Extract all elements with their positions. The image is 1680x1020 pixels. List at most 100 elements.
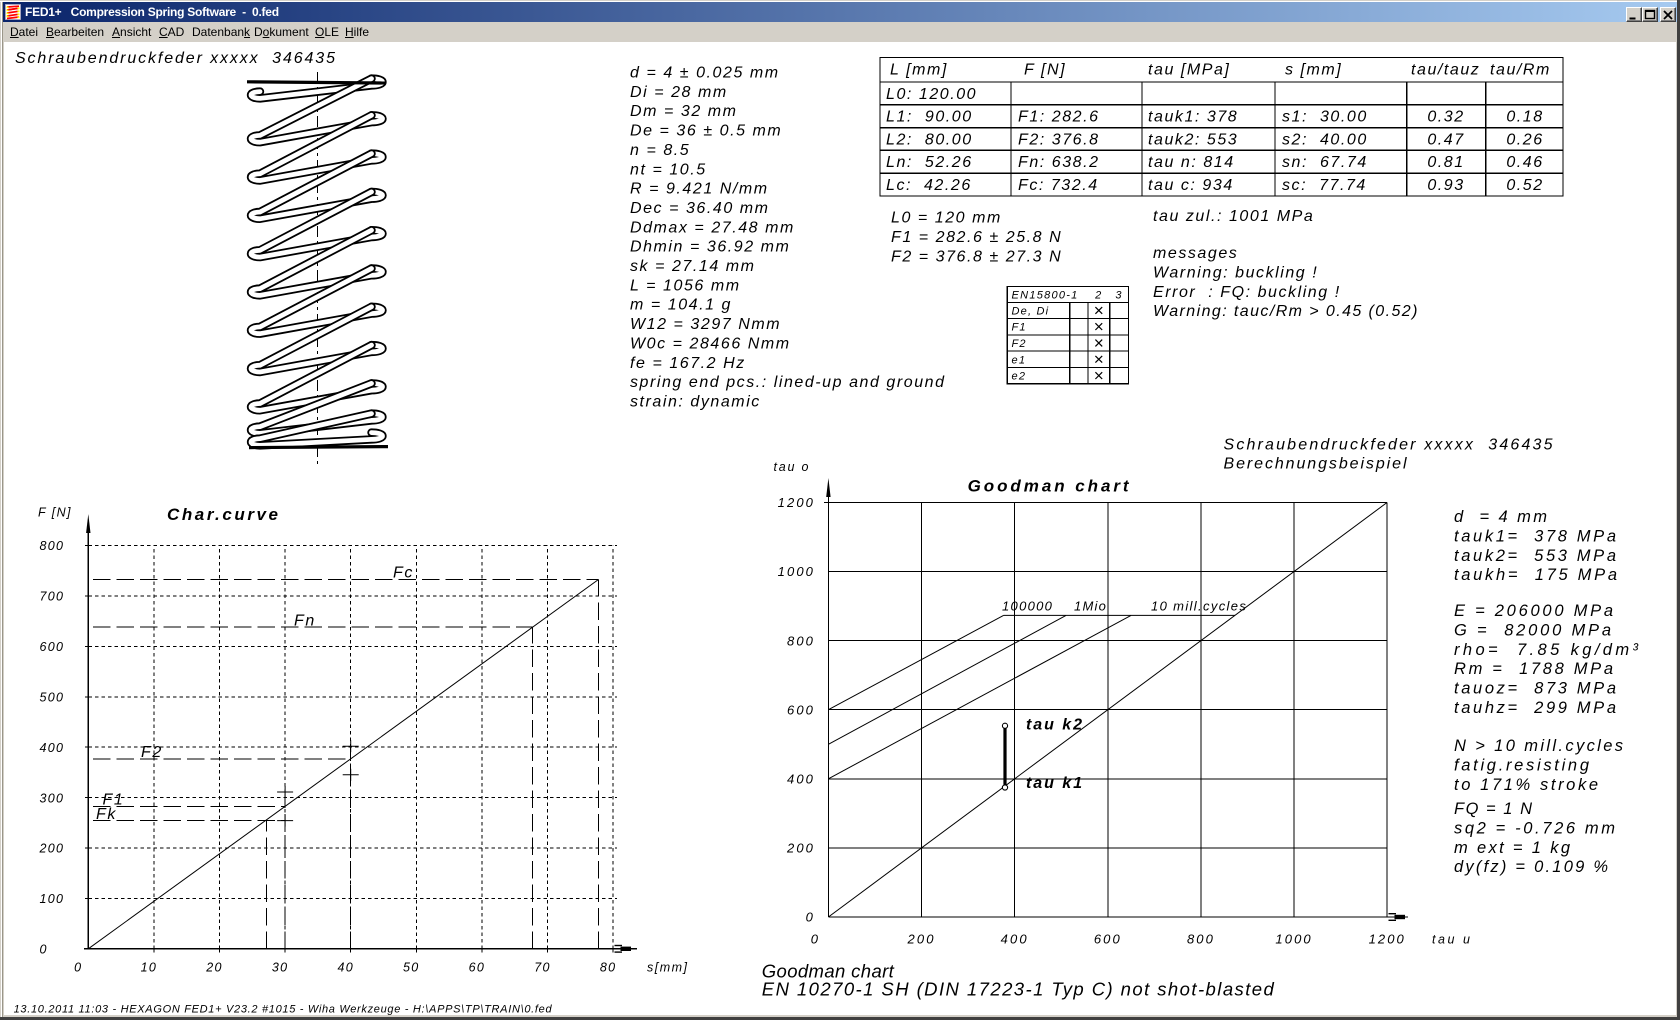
svg-text:e1: e1 [1012, 354, 1027, 366]
svg-text:to 171% stroke: to 171% stroke [1454, 776, 1598, 794]
svg-text:Error : FQ: buckling !: Error : FQ: buckling ! [1153, 284, 1341, 301]
svg-text:s2: 40.00: s2: 40.00 [1282, 131, 1368, 148]
svg-text:1200: 1200 [778, 495, 815, 510]
svg-text:messages: messages [1153, 245, 1238, 262]
svg-text:F1: F1 [103, 792, 125, 809]
svg-text:700: 700 [40, 590, 65, 604]
svg-text:20: 20 [205, 961, 223, 975]
svg-text:De, Di: De, Di [1012, 306, 1050, 318]
svg-text:F [N]: F [N] [1024, 62, 1066, 79]
svg-text:400: 400 [40, 741, 65, 755]
svg-text:spring end pcs.: lined-up and: spring end pcs.: lined-up and ground [630, 374, 946, 391]
svg-text:80: 80 [600, 961, 617, 975]
svg-text:EN15800-1: EN15800-1 [1012, 289, 1079, 301]
svg-text:L [mm]: L [mm] [890, 62, 948, 79]
svg-text:tauk2= 553 MPa: tauk2= 553 MPa [1454, 547, 1616, 565]
svg-text:W12 = 3297 Nmm: W12 = 3297 Nmm [630, 316, 781, 333]
svg-text:tau n: 814: tau n: 814 [1148, 154, 1235, 171]
svg-text:s1: 30.00: s1: 30.00 [1282, 109, 1368, 126]
svg-text:Schraubendruckfeder xxxxx 346: Schraubendruckfeder xxxxx 346435 [1224, 436, 1553, 453]
svg-text:Fk: Fk [96, 806, 117, 823]
svg-text:N > 10 mill.cycles: N > 10 mill.cycles [1454, 737, 1623, 755]
svg-text:0.26: 0.26 [1506, 131, 1543, 148]
svg-text:Lc: 42.26: Lc: 42.26 [886, 177, 972, 194]
svg-text:400: 400 [787, 772, 815, 787]
svg-text:300: 300 [40, 791, 65, 805]
svg-text:60: 60 [469, 961, 486, 975]
svg-text:fe = 167.2 Hz: fe = 167.2 Hz [630, 355, 746, 372]
svg-text:E = 206000 MPa: E = 206000 MPa [1454, 602, 1613, 620]
svg-text:tau u: tau u [1432, 933, 1470, 947]
svg-text:70: 70 [534, 961, 551, 975]
svg-text:G = 82000 MPa: G = 82000 MPa [1454, 621, 1611, 639]
svg-text:Goodman chart: Goodman chart [762, 961, 895, 982]
svg-text:tauk1= 378 MPa: tauk1= 378 MPa [1454, 527, 1616, 545]
svg-text:sq2 = -0.726 mm: sq2 = -0.726 mm [1454, 819, 1615, 837]
svg-text:0.32: 0.32 [1427, 109, 1464, 126]
svg-text:tau [MPa]: tau [MPa] [1148, 62, 1230, 79]
svg-text:Fn: 638.2: Fn: 638.2 [1018, 154, 1100, 171]
svg-text:100000: 100000 [1002, 599, 1054, 614]
svg-text:Di = 28 mm: Di = 28 mm [630, 84, 728, 101]
svg-text:1Mio: 1Mio [1074, 599, 1108, 614]
svg-text:40: 40 [337, 961, 354, 975]
svg-text:tau/tauz: tau/tauz [1411, 62, 1480, 79]
svg-text:F2: 376.8: F2: 376.8 [1018, 131, 1100, 148]
svg-text:800: 800 [40, 539, 65, 553]
svg-text:L1: 90.00: L1: 90.00 [886, 109, 973, 126]
svg-text:600: 600 [1094, 932, 1122, 947]
svg-text:2: 2 [1094, 289, 1102, 301]
svg-text:Fc: 732.4: Fc: 732.4 [1018, 177, 1099, 194]
svg-text:sk = 27.14 mm: sk = 27.14 mm [630, 258, 756, 275]
svg-text:F1 = 282.6 ± 25.8 N: F1 = 282.6 ± 25.8 N [891, 229, 1062, 246]
svg-text:tau zul.: 1001 MPa: tau zul.: 1001 MPa [1153, 208, 1314, 225]
svg-text:3: 3 [1115, 289, 1122, 301]
svg-text:De = 36 ± 0.5 mm: De = 36 ± 0.5 mm [630, 123, 782, 140]
svg-text:0.52: 0.52 [1506, 177, 1543, 194]
svg-text:L0 = 120 mm: L0 = 120 mm [891, 210, 1002, 227]
svg-text:F1: 282.6: F1: 282.6 [1018, 109, 1100, 126]
svg-text:sc: 77.74: sc: 77.74 [1282, 177, 1367, 194]
svg-text:Ln: 52.26: Ln: 52.26 [886, 154, 973, 171]
svg-text:EN 10270-1 SH (DIN 17223-1 Typ: EN 10270-1 SH (DIN 17223-1 Typ C) not sh… [762, 978, 1275, 999]
svg-text:tauoz= 873 MPa: tauoz= 873 MPa [1454, 680, 1616, 698]
svg-text:Dhmin = 36.92 mm: Dhmin = 36.92 mm [630, 239, 790, 256]
svg-text:F [N]: F [N] [38, 506, 71, 520]
svg-text:tau k1: tau k1 [1026, 775, 1082, 792]
svg-text:e2: e2 [1012, 371, 1027, 383]
svg-text:200: 200 [786, 841, 815, 856]
svg-text:0.81: 0.81 [1427, 154, 1464, 171]
svg-text:1000: 1000 [1275, 932, 1312, 947]
svg-text:strain: dynamic: strain: dynamic [630, 393, 761, 410]
svg-text:Char.curve: Char.curve [167, 505, 278, 524]
svg-text:600: 600 [40, 640, 65, 654]
svg-text:d = 4 mm: d = 4 mm [1454, 508, 1547, 526]
svg-text:W0c = 28466 Nmm: W0c = 28466 Nmm [630, 335, 791, 352]
svg-text:200: 200 [907, 932, 936, 947]
svg-text:Dec = 36.40 mm: Dec = 36.40 mm [630, 200, 770, 217]
svg-text:Fn: Fn [294, 613, 316, 630]
svg-text:dy(fz) = 0.109 %: dy(fz) = 0.109 % [1454, 858, 1608, 876]
svg-text:m ext = 1 kg: m ext = 1 kg [1454, 839, 1571, 857]
svg-text:1000: 1000 [778, 564, 815, 579]
svg-text:Ddmax = 27.48 mm: Ddmax = 27.48 mm [630, 219, 795, 236]
svg-text:L = 1056 mm: L = 1056 mm [630, 277, 741, 294]
svg-text:600: 600 [787, 702, 815, 717]
svg-text:0.46: 0.46 [1506, 154, 1543, 171]
svg-text:50: 50 [403, 961, 420, 975]
svg-text:Schraubendruckfeder xxxxx 346: Schraubendruckfeder xxxxx 346435 [15, 50, 335, 67]
svg-text:Berechnungsbeispiel: Berechnungsbeispiel [1224, 456, 1407, 473]
svg-text:Dm = 32 mm: Dm = 32 mm [630, 103, 738, 120]
svg-text:L0: 120.00: L0: 120.00 [886, 86, 977, 103]
svg-text:10 mill.cycles: 10 mill.cycles [1151, 599, 1248, 614]
svg-text:tau c: 934: tau c: 934 [1148, 177, 1234, 194]
svg-text:Goodman chart: Goodman chart [968, 477, 1130, 496]
svg-text:F1: F1 [1012, 322, 1027, 334]
svg-text:s[mm]: s[mm] [647, 961, 688, 975]
svg-text:nt = 10.5: nt = 10.5 [630, 161, 707, 178]
svg-text:0.18: 0.18 [1506, 109, 1543, 126]
svg-text:tau k2: tau k2 [1026, 717, 1082, 734]
svg-text:tauk1: 378: tauk1: 378 [1148, 109, 1238, 126]
svg-text:800: 800 [787, 633, 815, 648]
svg-text:13.10.2011 11:03 - HEXAGON FED: 13.10.2011 11:03 - HEXAGON FED1+ V23.2 #… [14, 1004, 553, 1016]
